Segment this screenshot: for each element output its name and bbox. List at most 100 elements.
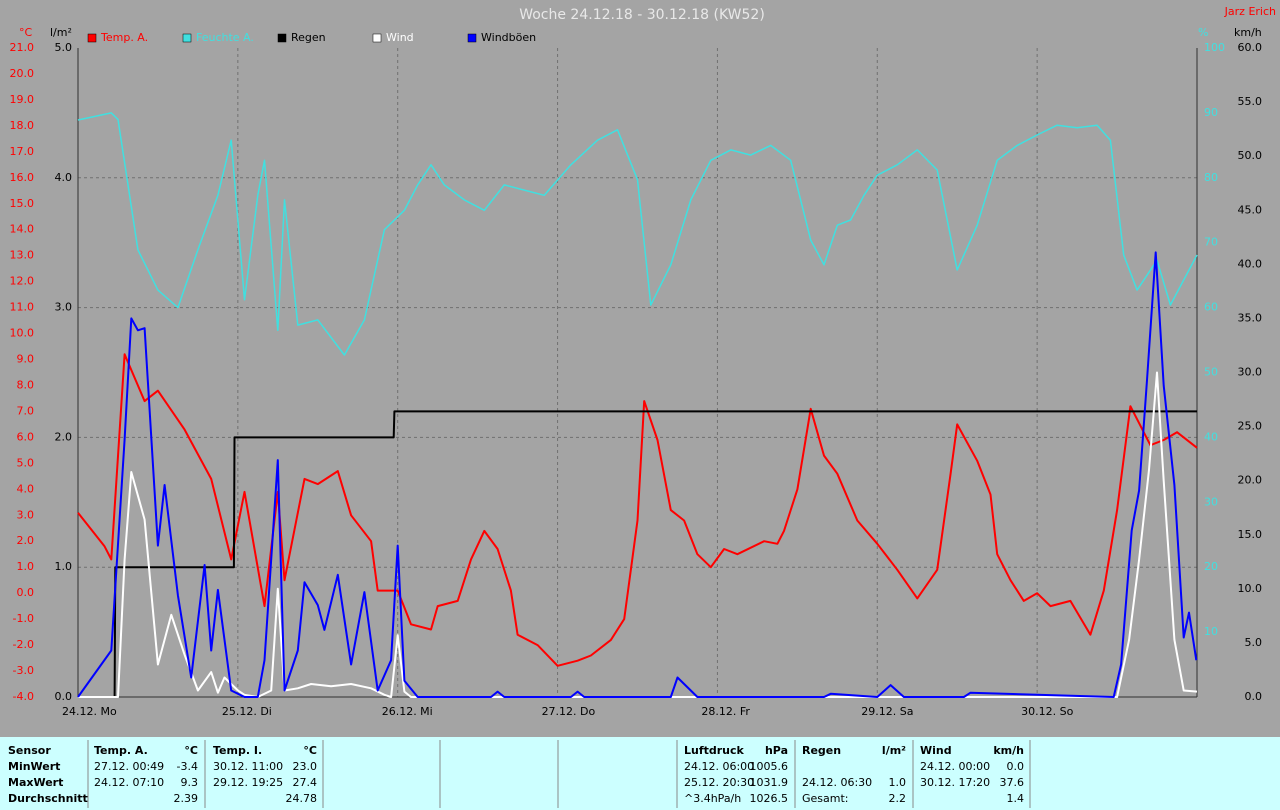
y4-tick-label: 10.0 (1238, 582, 1263, 595)
y-tick-label: 13.0 (10, 249, 35, 262)
y4-tick-label: 45.0 (1238, 203, 1263, 216)
y-tick-label: 12.0 (10, 275, 35, 288)
cell-value: 37.6 (1000, 776, 1025, 789)
cell-time: ^3.4hPa/h (684, 792, 741, 805)
y-tick-label: 7.0 (17, 404, 35, 417)
series-line (77, 353, 1198, 667)
y4-tick-label: 40.0 (1238, 257, 1263, 270)
series-line (77, 112, 1198, 356)
row-label: MaxWert (8, 776, 63, 789)
cell-value: 1005.6 (750, 760, 789, 773)
series-line (78, 371, 1198, 698)
cell-value: 27.4 (293, 776, 318, 789)
y-tick-label: 14.0 (10, 223, 35, 236)
y-tick-label: 8.0 (17, 378, 35, 391)
table-header: Sensor (8, 744, 51, 757)
y4-tick-label: 5.0 (1245, 636, 1263, 649)
y-tick-label: -1.0 (13, 612, 34, 625)
x-tick-label: 30.12. So (1021, 705, 1073, 718)
y-tick-label: 10.0 (10, 327, 35, 340)
table-unit: l/m² (882, 744, 906, 757)
y-tick-label: -4.0 (13, 690, 34, 703)
legend-label: Windböen (481, 31, 536, 44)
y4-tick-label: 20.0 (1238, 474, 1263, 487)
legend-swatch (182, 33, 192, 43)
y-tick-label: 17.0 (10, 145, 35, 158)
y3-tick-label: 70 (1204, 236, 1218, 249)
author: Jarz Erich (1224, 5, 1276, 18)
legend-swatch (277, 33, 287, 43)
y-tick-label: 21.0 (10, 41, 35, 54)
cell-value: 24.78 (286, 792, 318, 805)
table-header: Temp. A. (94, 744, 148, 757)
y-tick-label: 3.0 (17, 508, 35, 521)
y4-tick-label: 60.0 (1238, 41, 1263, 54)
cell-value: 1031.9 (750, 776, 789, 789)
y4-tick-label: 35.0 (1238, 311, 1263, 324)
y3-tick-label: 90 (1204, 106, 1218, 119)
table-header: Luftdruck (684, 744, 745, 757)
y-tick-label: 1.0 (17, 560, 35, 573)
y3-tick-label: 10 (1204, 625, 1218, 638)
y3-unit: % (1198, 26, 1208, 39)
cell-time: Gesamt: (802, 792, 849, 805)
chart-title: Woche 24.12.18 - 30.12.18 (KW52) (519, 7, 765, 23)
y-tick-label: 0.0 (17, 586, 35, 599)
y-tick-label: 15.0 (10, 197, 35, 210)
row-label: Durchschnitt (8, 792, 88, 805)
y-unit: °C (19, 26, 33, 39)
legend-label: Temp. A. (100, 31, 148, 44)
y3-tick-label: 100 (1204, 41, 1225, 54)
y-tick-label: 2.0 (17, 534, 35, 547)
y-tick-label: -2.0 (13, 638, 34, 651)
y2-tick-label: 4.0 (55, 171, 73, 184)
cell-value: 0.0 (1007, 760, 1025, 773)
table-background (0, 737, 1280, 810)
legend-swatch (467, 33, 477, 43)
y-tick-label: 16.0 (10, 171, 35, 184)
y2-tick-label: 2.0 (55, 430, 73, 443)
y-tick-label: 18.0 (10, 119, 35, 132)
y3-tick-label: 60 (1204, 301, 1218, 314)
y2-tick-label: 0.0 (55, 690, 73, 703)
y4-tick-label: 25.0 (1238, 420, 1263, 433)
y-tick-label: 19.0 (10, 93, 35, 106)
y-tick-label: 20.0 (10, 67, 35, 80)
chart-background (0, 0, 1280, 737)
cell-time: 25.12. 20:30 (684, 776, 754, 789)
x-tick-label: 28.12. Fr (701, 705, 750, 718)
legend-label: Wind (386, 31, 414, 44)
y4-tick-label: 50.0 (1238, 149, 1263, 162)
y2-tick-label: 1.0 (55, 560, 73, 573)
cell-time: 24.12. 06:00 (684, 760, 754, 773)
y4-tick-label: 0.0 (1245, 690, 1263, 703)
y4-tick-label: 15.0 (1238, 528, 1263, 541)
cell-value: 2.2 (889, 792, 907, 805)
table-unit: °C (184, 744, 198, 757)
cell-value: 1.0 (889, 776, 907, 789)
cell-value: 23.0 (293, 760, 318, 773)
y-tick-label: 6.0 (17, 430, 35, 443)
cell-value: 9.3 (181, 776, 199, 789)
table-unit: °C (303, 744, 317, 757)
x-tick-label: 24.12. Mo (62, 705, 117, 718)
row-label: MinWert (8, 760, 60, 773)
y3-tick-label: 30 (1204, 495, 1218, 508)
y-tick-label: 9.0 (17, 353, 35, 366)
cell-value: 2.39 (174, 792, 199, 805)
y-tick-label: 5.0 (17, 456, 35, 469)
cell-time: 30.12. 17:20 (920, 776, 990, 789)
cell-time: 24.12. 00:00 (920, 760, 990, 773)
y3-tick-label: 40 (1204, 430, 1218, 443)
series-line (78, 410, 1197, 698)
series-line (77, 251, 1198, 698)
y4-unit: km/h (1234, 26, 1262, 39)
y-tick-label: 4.0 (17, 482, 35, 495)
x-tick-label: 26.12. Mi (382, 705, 433, 718)
y-tick-label: 11.0 (10, 301, 35, 314)
y-tick-label: -3.0 (13, 664, 34, 677)
table-unit: hPa (765, 744, 788, 757)
table-unit: km/h (993, 744, 1024, 757)
